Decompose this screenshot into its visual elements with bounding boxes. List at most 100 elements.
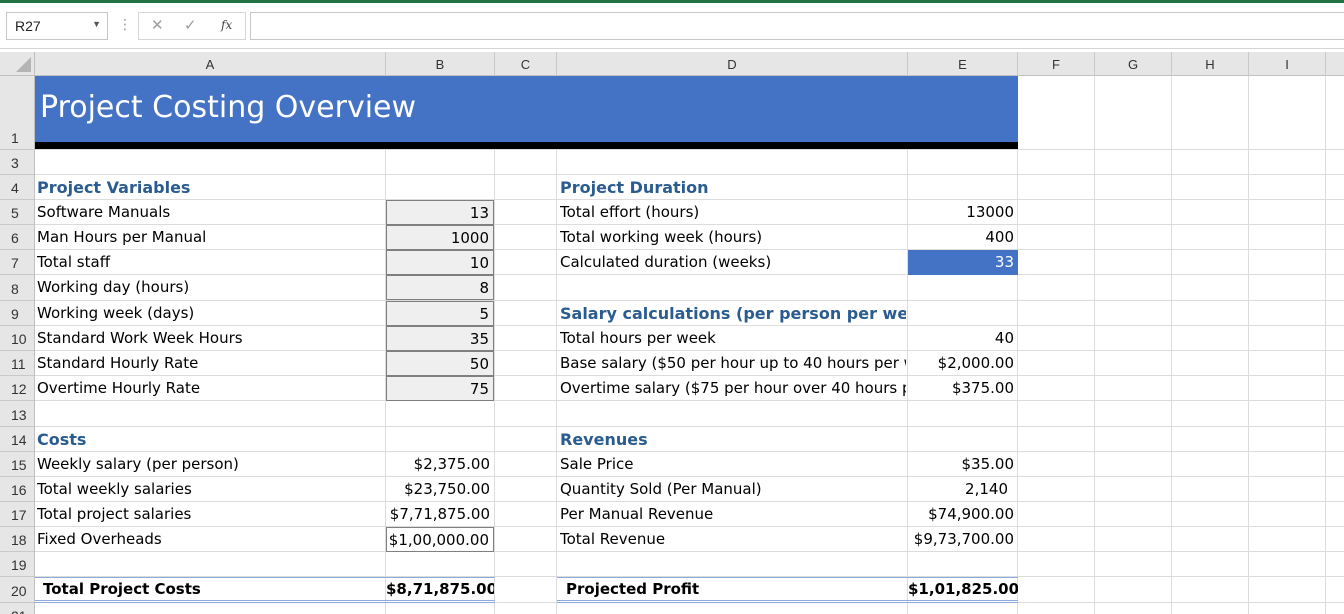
row-header[interactable]: 15 <box>0 452 34 477</box>
row-header[interactable]: 20 <box>0 577 34 603</box>
name-box[interactable]: R27 ▼ <box>6 12 108 40</box>
insert-function-icon[interactable]: fx <box>221 18 233 32</box>
cost-value[interactable]: $2,375.00 <box>413 455 490 473</box>
total-costs-label[interactable]: Total Project Costs <box>43 580 201 598</box>
variable-value[interactable]: 13 <box>386 200 494 225</box>
row-header[interactable]: 6 <box>0 225 34 250</box>
revenue-label[interactable]: Per Manual Revenue <box>560 505 714 523</box>
row-header[interactable]: 21 <box>0 603 34 614</box>
duration-heading[interactable]: Project Duration <box>560 178 709 197</box>
row-header[interactable]: 3 <box>0 150 34 175</box>
salary-label[interactable]: Total hours per week <box>560 329 716 347</box>
projected-profit-value[interactable]: $1,01,825.00 <box>908 580 1018 598</box>
cost-label[interactable]: Weekly salary (per person) <box>37 455 239 473</box>
salary-value[interactable]: $2,000.00 <box>937 354 1014 372</box>
variable-value[interactable]: 8 <box>386 275 494 300</box>
row-header[interactable]: 14 <box>0 427 34 452</box>
revenue-value[interactable]: $35.00 <box>961 455 1015 473</box>
cost-value[interactable]: $1,00,000.00 <box>386 527 494 552</box>
row-header[interactable]: 10 <box>0 326 34 351</box>
cost-label[interactable]: Fixed Overheads <box>37 530 162 548</box>
sheet-title[interactable]: Project Costing Overview <box>40 90 417 125</box>
variable-label[interactable]: Working week (days) <box>37 304 195 322</box>
row-header[interactable]: 12 <box>0 376 34 401</box>
chevron-down-icon[interactable]: ▼ <box>92 19 101 29</box>
cost-value[interactable]: $23,750.00 <box>404 480 490 498</box>
column-header-f[interactable]: F <box>1018 52 1095 76</box>
column-header-d[interactable]: D <box>557 52 908 76</box>
gridline <box>35 249 1344 250</box>
row-header[interactable]: 19 <box>0 552 34 577</box>
column-header-e[interactable]: E <box>908 52 1018 76</box>
revenue-value[interactable]: $74,900.00 <box>928 505 1014 523</box>
row-header[interactable]: 8 <box>0 275 34 301</box>
column-header-i[interactable]: I <box>1249 52 1326 76</box>
variable-label[interactable]: Total staff <box>37 253 111 271</box>
revenue-label[interactable]: Sale Price <box>560 455 634 473</box>
variables-heading[interactable]: Project Variables <box>37 178 191 197</box>
salary-heading[interactable]: Salary calculations (per person per week… <box>560 304 906 323</box>
row-header[interactable]: 13 <box>0 401 34 427</box>
variable-label[interactable]: Overtime Hourly Rate <box>37 379 201 397</box>
total-costs-band <box>35 577 495 603</box>
revenue-value[interactable]: $9,73,700.00 <box>913 530 1014 548</box>
formula-input[interactable] <box>250 12 1344 40</box>
grip-icon: ⋮ <box>118 16 132 32</box>
salary-label[interactable]: Overtime salary ($75 per hour over 40 ho… <box>560 379 906 397</box>
duration-label[interactable]: Total working week (hours) <box>560 228 763 246</box>
total-costs-value[interactable]: $8,71,875.00 <box>386 580 494 598</box>
variable-label[interactable]: Standard Work Week Hours <box>37 329 243 347</box>
duration-value[interactable]: 13000 <box>966 203 1014 221</box>
column-header-a[interactable]: A <box>35 52 386 76</box>
row-header[interactable]: 17 <box>0 502 34 527</box>
row-header[interactable]: 16 <box>0 477 34 502</box>
ribbon-accent-line <box>0 0 1344 3</box>
cost-label[interactable]: Total weekly salaries <box>37 480 192 498</box>
duration-label[interactable]: Calculated duration (weeks) <box>560 253 772 271</box>
variable-value[interactable]: 35 <box>386 326 494 351</box>
revenue-value[interactable]: 2,140 <box>965 480 1008 498</box>
revenue-label[interactable]: Quantity Sold (Per Manual) <box>560 480 762 498</box>
salary-label[interactable]: Base salary ($50 per hour up to 40 hours… <box>560 354 906 372</box>
costs-heading[interactable]: Costs <box>37 430 87 449</box>
column-header-h[interactable]: H <box>1172 52 1249 76</box>
variable-value[interactable]: 50 <box>386 351 494 376</box>
row-header[interactable]: 1 <box>0 76 34 150</box>
column-header-c[interactable]: C <box>495 52 557 76</box>
cancel-icon[interactable]: ✕ <box>151 17 164 34</box>
variable-label[interactable]: Software Manuals <box>37 203 171 221</box>
row-header[interactable]: 7 <box>0 250 34 275</box>
enter-icon[interactable]: ✓ <box>184 17 197 34</box>
variable-label[interactable]: Man Hours per Manual <box>37 228 207 246</box>
variable-label[interactable]: Standard Hourly Rate <box>37 354 199 372</box>
row-header[interactable]: 4 <box>0 175 34 200</box>
row-header[interactable]: 11 <box>0 351 34 376</box>
column-header-g[interactable]: G <box>1095 52 1172 76</box>
projected-profit-label[interactable]: Projected Profit <box>566 580 700 598</box>
gridline <box>35 350 1344 351</box>
column-header-b[interactable]: B <box>386 52 495 76</box>
duration-label[interactable]: Total effort (hours) <box>560 203 700 221</box>
row-header[interactable]: 18 <box>0 527 34 552</box>
variable-value[interactable]: 10 <box>386 250 494 275</box>
revenue-label[interactable]: Total Revenue <box>560 530 666 548</box>
select-all-corner[interactable] <box>0 52 35 76</box>
gridline <box>385 76 386 614</box>
variable-value[interactable]: 75 <box>386 376 494 401</box>
projected-profit-band <box>557 577 1018 603</box>
cell-grid[interactable]: Project Costing Overview Project Variabl… <box>35 76 1344 614</box>
gridline <box>35 576 1344 577</box>
revenues-heading[interactable]: Revenues <box>560 430 648 449</box>
cost-label[interactable]: Total project salaries <box>37 505 192 523</box>
gridline <box>35 551 1344 552</box>
row-header[interactable]: 5 <box>0 200 34 225</box>
duration-value[interactable]: 400 <box>985 228 1014 246</box>
salary-value[interactable]: $375.00 <box>951 379 1014 397</box>
variable-label[interactable]: Working day (hours) <box>37 278 190 296</box>
duration-value-highlight[interactable]: 33 <box>908 250 1018 275</box>
row-header[interactable]: 9 <box>0 301 34 326</box>
variable-value[interactable]: 1000 <box>386 225 494 250</box>
cost-value[interactable]: $7,71,875.00 <box>389 505 490 523</box>
salary-value[interactable]: 40 <box>994 329 1014 347</box>
variable-value[interactable]: 5 <box>386 301 494 326</box>
